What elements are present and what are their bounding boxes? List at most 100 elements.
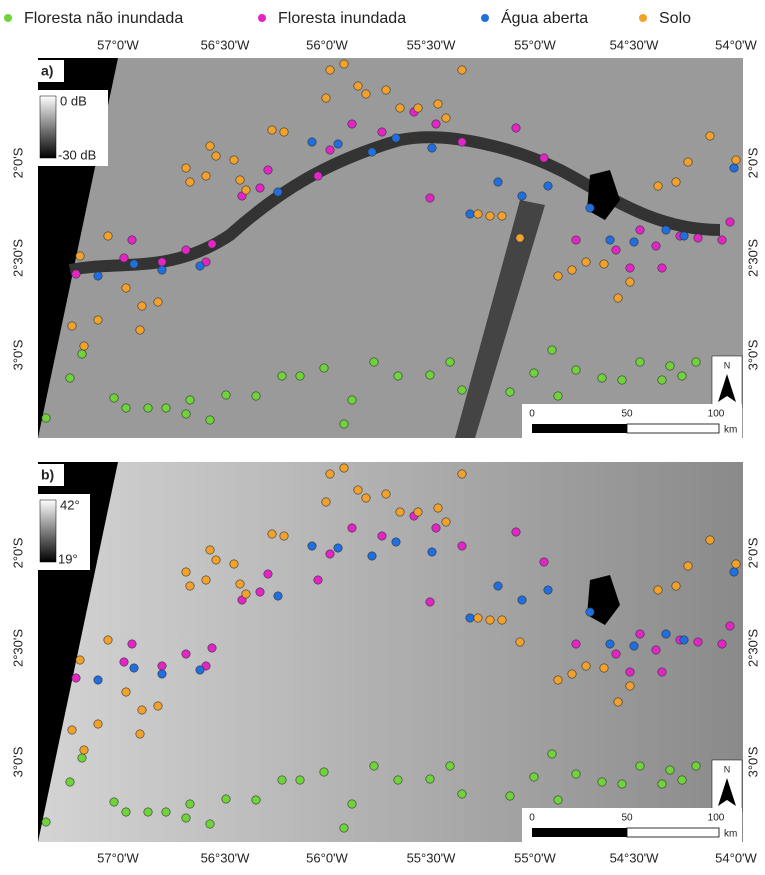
sample-point <box>442 114 450 122</box>
sample-point <box>598 374 606 382</box>
colorbar <box>40 500 56 562</box>
sample-point <box>186 396 194 404</box>
sample-point <box>586 204 594 212</box>
sample-point <box>512 124 520 132</box>
sample-point <box>392 134 400 142</box>
sample-point <box>80 746 88 754</box>
longitude-label: 57°0'W <box>97 37 139 52</box>
longitude-label: 56°30'W <box>201 37 251 52</box>
sample-point <box>308 542 316 550</box>
longitude-label: 54°30'W <box>610 850 660 865</box>
sample-point <box>626 264 634 272</box>
sample-point <box>666 362 674 370</box>
sample-point <box>680 636 688 644</box>
sample-point <box>486 616 494 624</box>
sample-point <box>586 608 594 616</box>
legend-label: Água aberta <box>501 8 588 27</box>
legend-marker <box>4 14 12 22</box>
sample-point <box>618 780 626 788</box>
sample-point <box>256 184 264 192</box>
sample-point <box>658 264 666 272</box>
sample-point <box>706 132 714 140</box>
sample-point <box>120 254 128 262</box>
latitude-label: 2°30'S <box>745 239 760 277</box>
legend-marker <box>639 14 647 22</box>
sample-point <box>66 778 74 786</box>
sample-point <box>182 650 190 658</box>
sample-point <box>396 508 404 516</box>
sample-point <box>572 236 580 244</box>
sample-point <box>506 388 514 396</box>
sample-point <box>154 298 162 306</box>
figure: Floresta não inundada Floresta inundada Ág… <box>0 0 765 870</box>
sample-point <box>122 404 130 412</box>
sample-point <box>446 762 454 770</box>
sample-point <box>544 182 552 190</box>
sample-point <box>458 790 466 798</box>
scale-label: 100 <box>708 813 725 824</box>
sample-point <box>138 706 146 714</box>
sample-point <box>280 532 288 540</box>
sample-point <box>264 166 272 174</box>
sample-point <box>544 586 552 594</box>
sample-point <box>186 582 194 590</box>
sample-point <box>348 120 356 128</box>
sample-point <box>672 582 680 590</box>
sample-point <box>340 420 348 428</box>
sample-point <box>182 568 190 576</box>
sample-point <box>42 414 50 422</box>
sample-point <box>678 372 686 380</box>
sample-point <box>122 688 130 696</box>
sample-point <box>426 371 434 379</box>
legend-label: Floresta não inundada <box>24 10 183 27</box>
sample-point <box>600 664 608 672</box>
panel-label: b) <box>41 467 54 483</box>
sample-point <box>498 616 506 624</box>
sample-point <box>158 662 166 670</box>
sample-point <box>76 252 84 260</box>
sample-point <box>730 164 738 172</box>
longitude-label: 55°0'W <box>514 37 556 52</box>
sample-point <box>274 188 282 196</box>
sample-point <box>428 144 436 152</box>
scale-unit: km <box>724 425 737 436</box>
sample-point <box>498 212 506 220</box>
sample-point <box>182 814 190 822</box>
sample-point <box>458 138 466 146</box>
longitude-label: 57°0'W <box>97 850 139 865</box>
sample-point <box>582 662 590 670</box>
sample-point <box>268 126 276 134</box>
sample-point <box>78 754 86 762</box>
sample-point <box>612 650 620 658</box>
sample-point <box>426 598 434 606</box>
sample-point <box>730 568 738 576</box>
sample-point <box>516 234 524 242</box>
sample-point <box>636 358 644 366</box>
sample-point <box>206 546 214 554</box>
sample-point <box>494 582 502 590</box>
sample-point <box>612 246 620 254</box>
latitude-label: 3°0'S <box>10 339 25 370</box>
legend-label: Floresta inundada <box>278 10 406 27</box>
sample-point <box>718 236 726 244</box>
latitude-label: 2°0'S <box>745 537 760 568</box>
sample-point <box>162 404 170 412</box>
sample-point <box>230 560 238 568</box>
sample-point <box>694 638 702 646</box>
longitude-label: 56°0'W <box>306 37 348 52</box>
sample-point <box>572 770 580 778</box>
sample-point <box>206 416 214 424</box>
sample-point <box>516 638 524 646</box>
sample-point <box>128 640 136 648</box>
sample-point <box>636 226 644 234</box>
sample-point <box>630 642 638 650</box>
sample-point <box>202 576 210 584</box>
sample-point <box>94 316 102 324</box>
sample-point <box>326 470 334 478</box>
sample-point <box>518 596 526 604</box>
sample-point <box>458 66 466 74</box>
sample-point <box>726 622 734 630</box>
sample-point <box>196 262 204 270</box>
sample-point <box>694 234 702 242</box>
scale-bar-white <box>627 828 719 837</box>
